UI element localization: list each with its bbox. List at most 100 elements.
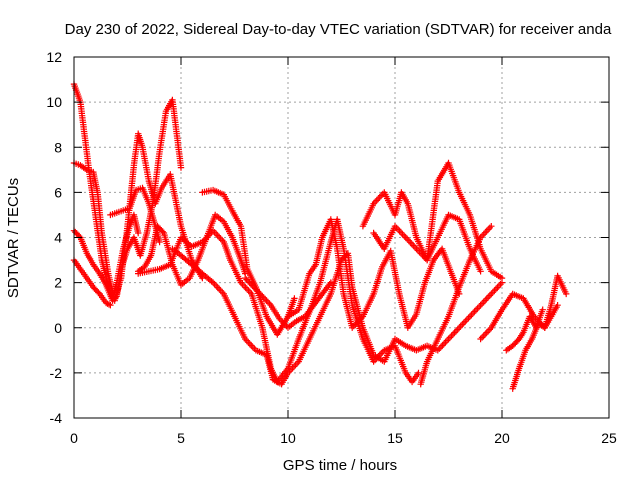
data-point [477,302,484,309]
x-tick-label: 10 [280,430,296,446]
data-point [327,279,334,286]
data-point [375,195,382,202]
data-point [478,334,486,341]
data-point [217,287,224,294]
y-tick-label: 6 [54,184,62,200]
data-point [488,223,495,230]
data-point [539,306,546,313]
data-point [478,300,486,307]
data-point [498,274,506,282]
data-point [402,234,409,241]
data-point [159,228,166,235]
data-point [262,296,269,303]
data-point [397,229,405,236]
data-point [415,369,422,377]
data-point [486,224,493,231]
data-point [135,229,142,237]
y-tick-label: 8 [54,139,62,155]
data-point [259,293,266,300]
data-point [483,329,490,336]
data-point [280,320,287,327]
data-point [249,282,256,289]
data-point [112,294,119,301]
data-point [250,283,257,291]
data-point [244,277,252,285]
series-track-17 [509,302,561,392]
data-point [264,299,272,306]
data-point [465,314,472,322]
data-point [254,288,262,295]
data-point [291,295,298,302]
data-point [474,305,481,312]
y-tick-label: 2 [54,275,62,291]
data-point [243,276,250,283]
data-point [256,290,263,297]
data-point [460,319,467,327]
y-tick-label: 0 [54,320,62,336]
data-point [102,299,110,307]
data-point [252,285,259,292]
data-point [373,197,380,204]
data-point [491,287,498,294]
data-point [249,343,256,351]
data-point [482,229,489,236]
data-point [216,285,223,293]
data-point [177,164,185,171]
data-point [440,340,448,348]
data-point [480,298,487,306]
data-point [401,232,408,240]
data-point [246,279,253,286]
x-tick-label: 5 [177,430,185,446]
data-point [378,192,385,199]
data-point [462,318,469,325]
data-point [277,317,285,324]
data-point [449,331,457,338]
data-point [104,300,111,307]
data-point [376,194,383,201]
series-track-3 [70,96,185,304]
data-point [477,268,484,275]
data-point [492,285,500,293]
data-point [563,290,570,298]
series-track-4 [70,256,114,309]
data-point [248,342,255,349]
tick-labels: 0 5 10 15 20 25 -4 -2 0 2 4 6 8 10 12 [46,49,617,446]
data-point [257,291,265,298]
data-point [445,335,452,343]
data-point [107,302,114,309]
data-point [477,335,484,343]
data-point [451,329,458,336]
data-point [480,332,487,339]
data-point [472,306,480,314]
x-tick-label: 0 [70,430,78,446]
data-point [266,300,273,307]
data-point [156,238,163,246]
y-axis-title: SDTVAR / TECUs [5,178,22,298]
chart-title: Day 230 of 2022, Sidereal Day-to-day VTE… [65,21,612,38]
data-point [463,316,470,323]
data-point [480,231,487,238]
data-point [276,315,283,322]
data-point [497,281,504,288]
y-tick-label: 10 [46,94,62,110]
axis-ticks [73,56,610,419]
data-points [70,80,570,392]
data-point [446,334,454,341]
data-point [407,239,414,246]
data-point [486,292,493,299]
data-point [246,340,253,348]
data-point [485,293,492,301]
data-point [448,332,455,339]
data-point [399,231,406,238]
data-point [439,342,446,349]
data-point [413,245,420,252]
data-point [242,274,249,282]
x-tick-label: 20 [494,430,510,446]
data-point [216,234,223,241]
data-point [488,290,495,298]
x-axis-title: GPS time / hours [283,457,397,474]
y-tick-label: -2 [50,365,63,381]
data-point [554,302,561,309]
data-point [263,297,270,304]
